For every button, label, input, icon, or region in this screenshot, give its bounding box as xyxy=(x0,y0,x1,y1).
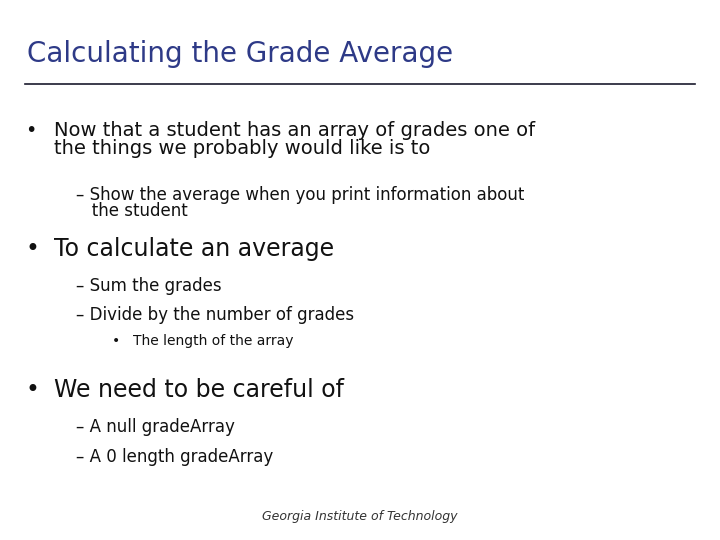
Text: •: • xyxy=(112,334,120,348)
Text: •: • xyxy=(25,378,39,402)
Text: the things we probably would like is to: the things we probably would like is to xyxy=(54,139,431,158)
Text: Now that a student has an array of grades one of: Now that a student has an array of grade… xyxy=(54,122,535,140)
Text: – A null gradeArray: – A null gradeArray xyxy=(76,418,235,436)
Text: We need to be careful of: We need to be careful of xyxy=(54,378,344,402)
Text: the student: the student xyxy=(76,202,187,220)
Text: •: • xyxy=(25,122,37,140)
Text: – Sum the grades: – Sum the grades xyxy=(76,277,221,295)
Text: Georgia Institute of Technology: Georgia Institute of Technology xyxy=(262,510,458,523)
Text: To calculate an average: To calculate an average xyxy=(54,237,334,260)
Text: – Divide by the number of grades: – Divide by the number of grades xyxy=(76,306,354,324)
Text: The length of the array: The length of the array xyxy=(133,334,294,348)
Text: – Show the average when you print information about: – Show the average when you print inform… xyxy=(76,186,524,204)
Text: – A 0 length gradeArray: – A 0 length gradeArray xyxy=(76,448,273,465)
Text: •: • xyxy=(25,237,39,260)
Text: Calculating the Grade Average: Calculating the Grade Average xyxy=(27,40,454,69)
